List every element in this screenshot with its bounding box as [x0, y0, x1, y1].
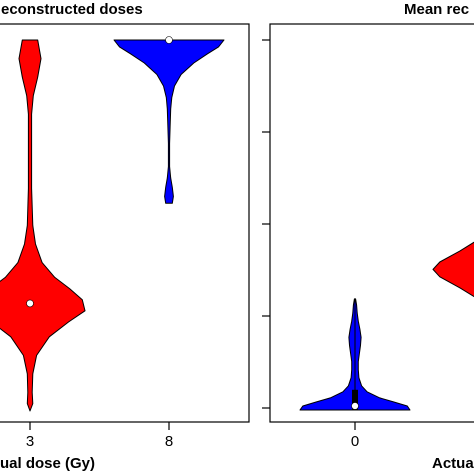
violin-dose-3 — [0, 39, 86, 412]
violin-dose-0-median-point — [351, 402, 359, 410]
violin-dose-8-median-point — [165, 36, 173, 44]
x-tick-label-3: 3 — [26, 433, 34, 450]
violin-partial — [432, 241, 474, 298]
left-panel-frame — [0, 23, 250, 423]
right-panel-frame — [269, 23, 474, 423]
left-panel-violins — [0, 36, 225, 412]
violin-dose-0-iqr-box — [352, 389, 358, 410]
right-x-axis-label: Actua — [432, 455, 474, 472]
right-y-axis-ticks — [262, 39, 270, 409]
left-x-axis-label: ual dose (Gy) — [0, 455, 95, 472]
left-panel-title: econstructed doses — [1, 1, 143, 18]
violin-dose-8 — [113, 39, 225, 204]
right-panel-violins — [299, 241, 474, 411]
x-tick-label-0: 0 — [351, 433, 359, 450]
x-tick-label-8: 8 — [165, 433, 173, 450]
violin-dose-3-median-point — [26, 299, 34, 308]
right-panel-title: Mean rec — [404, 1, 469, 18]
